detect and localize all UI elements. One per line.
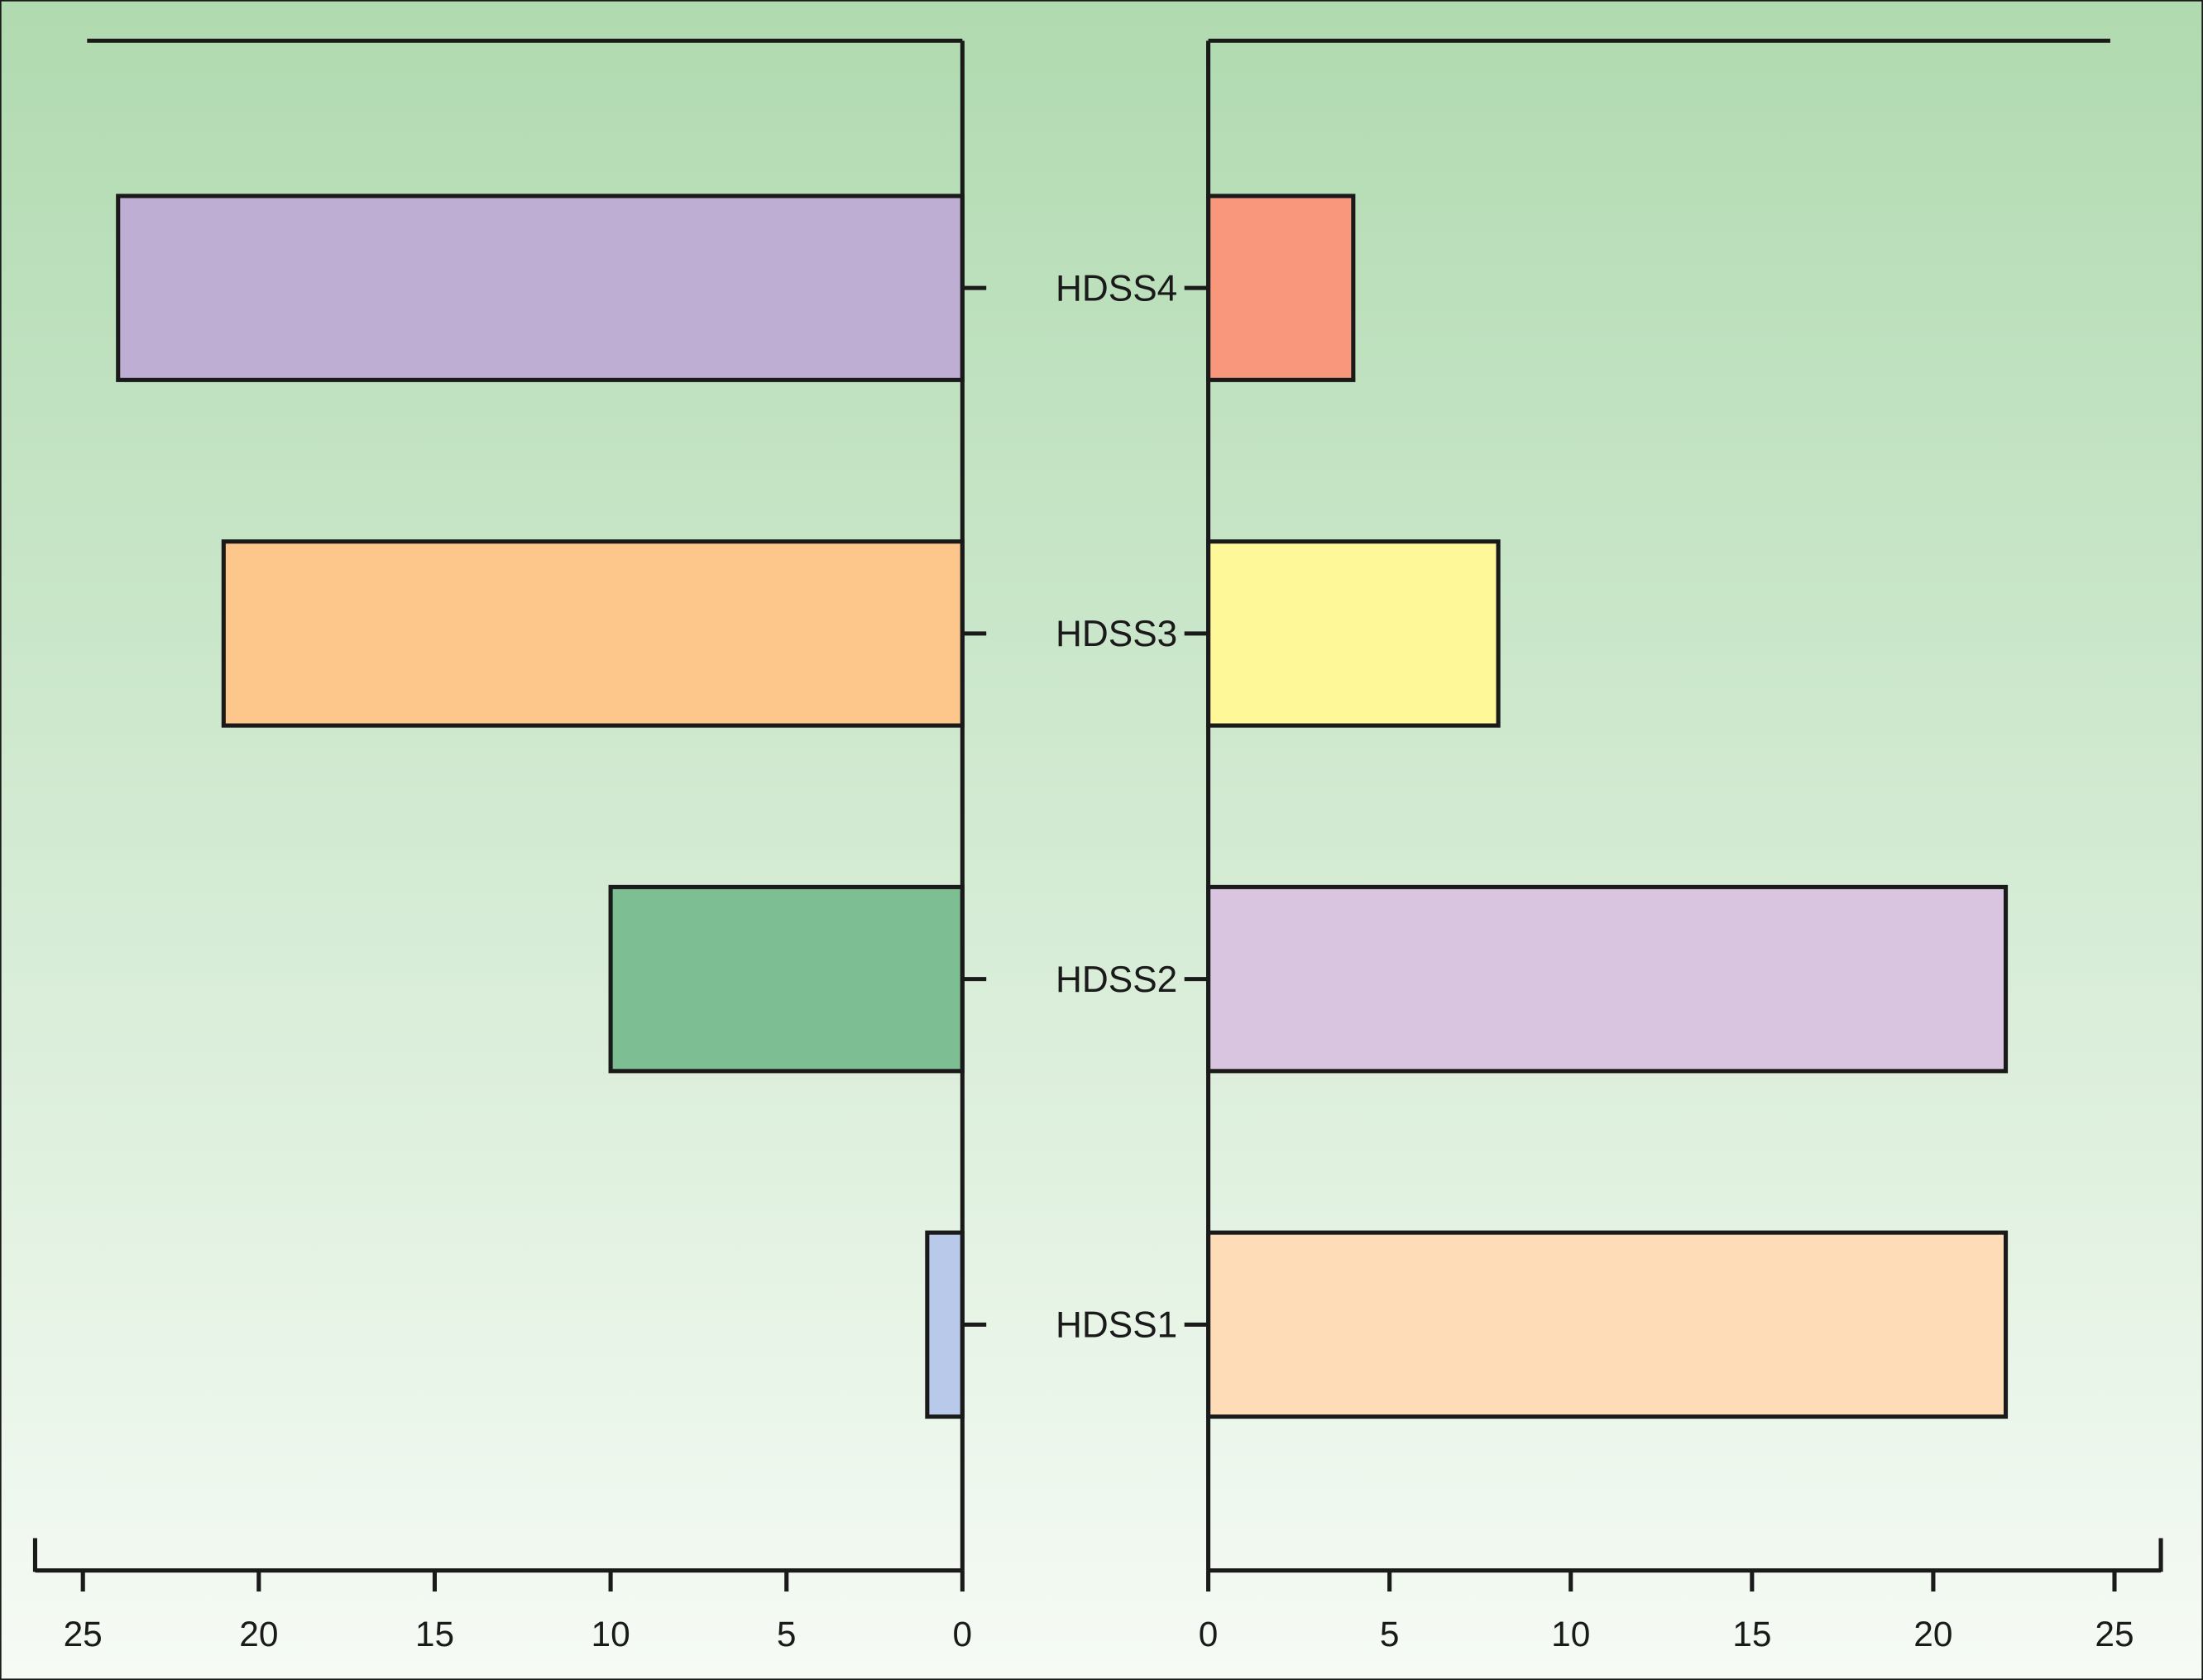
bar-right-hdss3	[1206, 539, 1501, 728]
bar-left-hdss3	[221, 539, 965, 728]
left-x-tick-label-10: 10	[591, 1615, 630, 1654]
bar-left-hdss2	[608, 884, 965, 1074]
bar-right-hdss4	[1206, 194, 1356, 382]
category-label-hdss3: HDSS3	[1056, 614, 1177, 654]
left-x-tick-label-25: 25	[64, 1615, 103, 1654]
category-label-hdss1: HDSS1	[1056, 1305, 1177, 1346]
right-x-tick-label-0: 0	[1199, 1615, 1219, 1654]
right-x-tick-label-15: 15	[1732, 1615, 1771, 1654]
left-x-tick-label-20: 20	[239, 1615, 278, 1654]
bar-right-hdss2	[1206, 884, 2009, 1074]
left-x-tick-label-15: 15	[415, 1615, 454, 1654]
left-x-tick-label-0: 0	[953, 1615, 973, 1654]
right-x-tick-label-10: 10	[1551, 1615, 1590, 1654]
bar-left-hdss1	[925, 1230, 965, 1419]
left-x-tick-label-5: 5	[777, 1615, 797, 1654]
right-x-tick-label-20: 20	[1913, 1615, 1952, 1654]
category-label-hdss4: HDSS4	[1056, 268, 1177, 309]
bar-right-hdss1	[1206, 1230, 2009, 1419]
category-label-hdss2: HDSS2	[1056, 960, 1177, 1000]
bar-left-hdss4	[116, 194, 965, 382]
right-x-tick-label-5: 5	[1380, 1615, 1400, 1654]
right-x-tick-label-25: 25	[2095, 1615, 2134, 1654]
